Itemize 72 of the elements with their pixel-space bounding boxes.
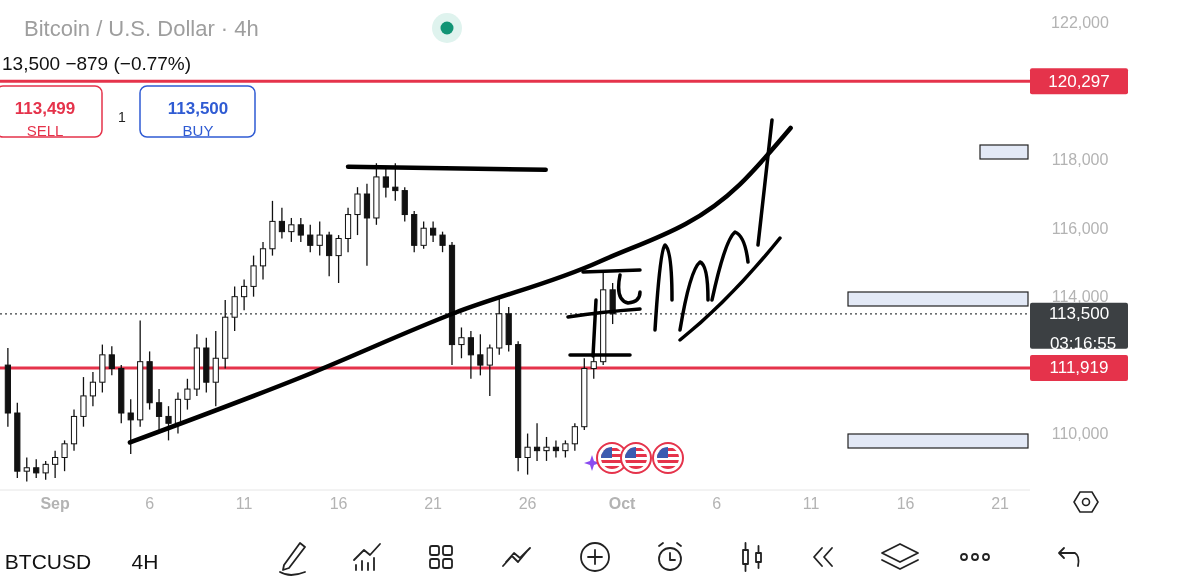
text: Bitcoin / U.S. Dollar · 4h [24, 15, 259, 41]
y-tick-label: 114,000 [1051, 288, 1109, 306]
x-tick-label: 6 [712, 494, 722, 512]
candlestick [571, 422, 578, 452]
candlestick [23, 456, 30, 483]
ref-line-label: 120,297 [1048, 71, 1110, 91]
x-tick-label: 11 [235, 494, 253, 512]
x-tick-label: 11 [802, 494, 820, 512]
candlestick [250, 254, 257, 298]
candlestick [344, 207, 352, 253]
candlestick [52, 450, 59, 479]
candlestick [552, 439, 560, 459]
text: BTCUSD [4, 549, 92, 573]
candlestick [430, 220, 437, 243]
annotation: 113,499 [14, 98, 76, 118]
x-tick-label: 16 [896, 494, 915, 512]
annotation: SELL [26, 121, 64, 139]
candlestick [288, 217, 295, 243]
candlestick [543, 436, 550, 462]
candlestick [486, 343, 493, 397]
candlestick [127, 398, 134, 455]
candlestick [42, 460, 49, 481]
x-tick-label: 6 [145, 494, 155, 512]
candlestick [307, 224, 314, 253]
candlestick [80, 376, 87, 428]
y-tick-label: 122,000 [1051, 14, 1110, 32]
candlestick [439, 231, 446, 253]
y-tick-label: 116,000 [1051, 219, 1109, 237]
candlestick [316, 220, 323, 257]
ref-line-label: 111,919 [1049, 358, 1109, 378]
ref-line-label: 113,500 [1048, 304, 1110, 324]
text: 13,500 −879 (−0.77%) [2, 52, 192, 74]
candlestick [363, 183, 371, 267]
candlestick [61, 439, 68, 472]
x-tick-label: Sep [40, 494, 71, 512]
candlestick [231, 285, 238, 332]
candlestick [89, 371, 97, 407]
candlestick [401, 186, 408, 223]
candlestick [155, 388, 163, 431]
candlestick [458, 326, 465, 359]
text: 03:16:55 [1049, 333, 1117, 353]
candlestick [174, 391, 182, 435]
candlestick [165, 405, 172, 442]
candlestick [335, 234, 342, 284]
candlestick [241, 278, 248, 312]
annotation: 1 [118, 109, 127, 125]
text: 4H [131, 549, 159, 573]
candlestick [467, 330, 474, 380]
annotation: BUY [182, 121, 214, 139]
candlestick [184, 378, 191, 411]
candlestick [533, 422, 541, 462]
candlestick [278, 207, 286, 240]
y-tick-label: 118,000 [1051, 151, 1109, 169]
candlestick [392, 162, 399, 202]
annotation: 113,500 [167, 98, 229, 118]
candlestick [524, 432, 531, 476]
candlestick [420, 220, 427, 250]
x-tick-label: 21 [991, 494, 1010, 512]
x-tick-label: 21 [424, 494, 443, 512]
candlestick [609, 282, 616, 325]
candlestick [33, 458, 40, 479]
x-tick-label: 26 [518, 494, 537, 512]
candlestick [326, 231, 333, 277]
x-tick-label: 16 [329, 494, 348, 512]
x-tick-label: Oct [608, 494, 637, 512]
y-tick-label: 110,000 [1051, 425, 1109, 443]
candlestick [108, 345, 115, 377]
candlestick [354, 186, 361, 236]
candlestick [212, 330, 219, 407]
candlestick [297, 217, 304, 243]
candlestick [477, 333, 484, 377]
candlestick [259, 241, 267, 281]
